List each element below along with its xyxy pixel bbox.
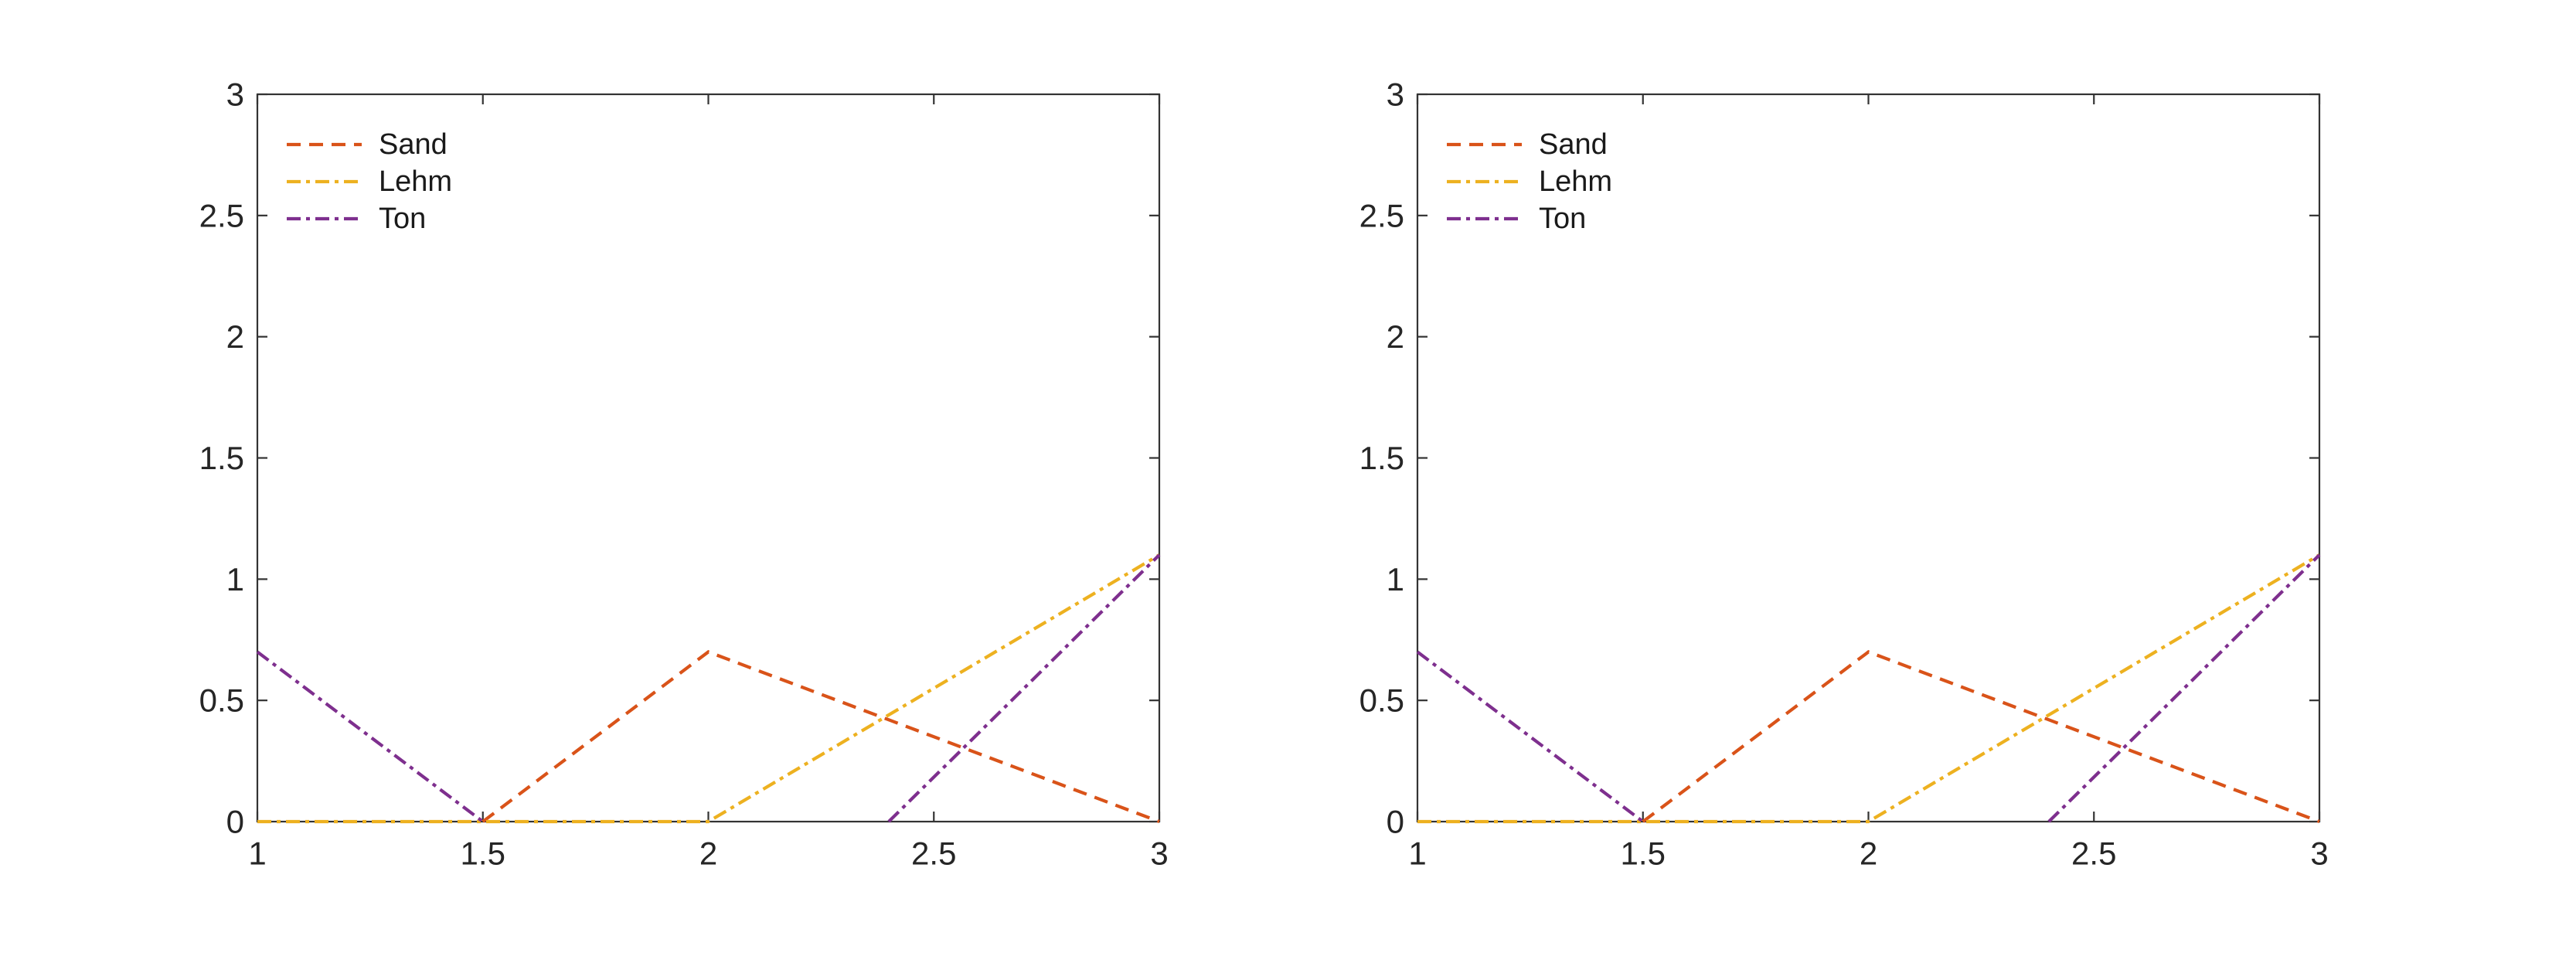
- y-tick-label: 1.5: [199, 440, 244, 476]
- legend-label-lehm: Lehm: [1539, 165, 1612, 198]
- series-line-lehm: [257, 553, 1161, 824]
- legend-label-sand: Sand: [1539, 128, 1608, 161]
- y-tick-label: 1: [1387, 561, 1404, 597]
- x-tick-label: 1.5: [1621, 835, 1666, 871]
- y-tick-label: 0.5: [199, 682, 244, 719]
- series-line-sand: [1642, 650, 2320, 823]
- x-tick-label: 1: [248, 835, 266, 871]
- legend-label-lehm: Lehm: [379, 165, 452, 198]
- y-tick-label: 0: [226, 804, 244, 840]
- series-line-lehm: [1417, 553, 2321, 824]
- legend-label-ton: Ton: [379, 203, 426, 235]
- y-tick-label: 2: [1387, 318, 1404, 355]
- y-tick-label: 3: [226, 77, 244, 113]
- y-tick-label: 2.5: [199, 197, 244, 233]
- x-tick-label: 2: [699, 835, 717, 871]
- series-line-sand: [482, 650, 1160, 823]
- y-tick-label: 2.5: [1359, 197, 1404, 233]
- series-line-ton: [2047, 553, 2321, 823]
- x-tick-label: 1.5: [461, 835, 505, 871]
- x-tick-label: 3: [2310, 835, 2328, 871]
- x-tick-label: 2: [1860, 835, 1877, 871]
- series-line-ton: [256, 650, 485, 823]
- legend-label-ton: Ton: [1539, 203, 1586, 235]
- x-tick-label: 2.5: [911, 835, 956, 871]
- y-tick-label: 0.5: [1359, 682, 1404, 719]
- x-tick-label: 3: [1150, 835, 1168, 871]
- y-tick-label: 2: [226, 318, 244, 355]
- x-tick-label: 1: [1408, 835, 1426, 871]
- left-legend: Sand Lehm Ton: [287, 128, 452, 235]
- legend-label-sand: Sand: [379, 128, 447, 161]
- y-tick-label: 3: [1387, 77, 1404, 113]
- x-tick-label: 2.5: [2071, 835, 2116, 871]
- left-subplot: 1 1.5 2 2.5 3 0 0.5 1 1.5 2 2.5 3 Sand Lehm Ton: [199, 77, 1169, 872]
- series-line-ton: [1416, 650, 1645, 823]
- y-tick-label: 1.5: [1359, 440, 1404, 476]
- series-line-ton: [887, 553, 1161, 823]
- right-legend: Sand Lehm Ton: [1447, 128, 1612, 235]
- y-tick-label: 0: [1387, 804, 1404, 840]
- right-subplot: 1 1.5 2 2.5 3 0 0.5 1 1.5 2 2.5 3 Sand Lehm Ton: [1359, 77, 2329, 872]
- y-tick-label: 1: [226, 561, 244, 597]
